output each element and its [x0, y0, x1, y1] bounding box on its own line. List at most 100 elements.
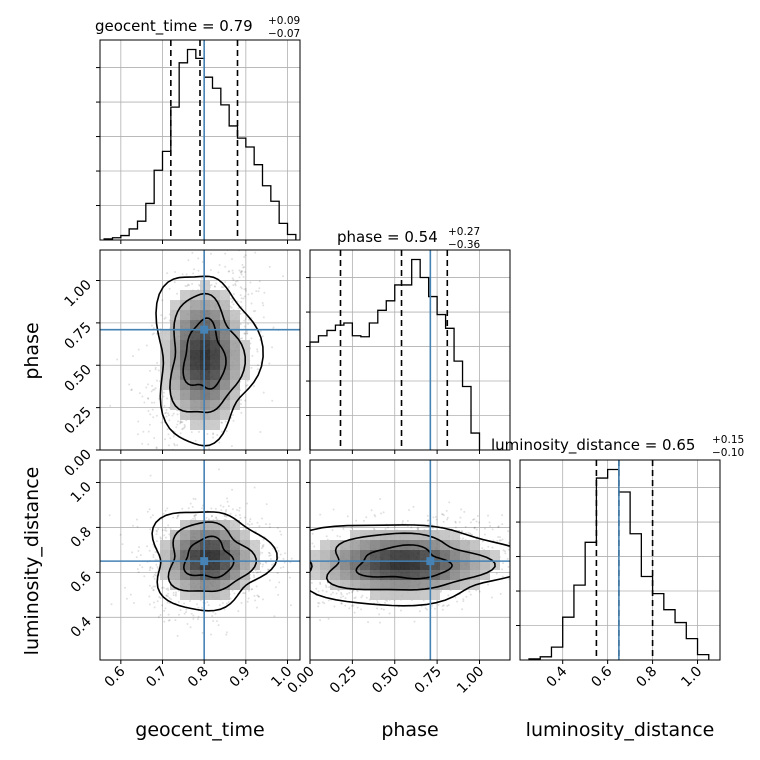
- density-cell: [210, 350, 220, 360]
- density-cell: [240, 580, 250, 590]
- sample-point: [208, 447, 211, 450]
- panel-frame: [309, 249, 511, 451]
- sample-point: [240, 411, 243, 414]
- panels-layer: 0.6 0.7 0.8 0.9 1.00.00 0.25 0.50 0.75 1.00 0.4 0.…: [61, 39, 721, 697]
- sample-point: [138, 392, 141, 395]
- density-cell: [170, 330, 180, 340]
- sample-point: [340, 602, 343, 605]
- density-cell: [230, 540, 240, 550]
- sample-point: [240, 601, 243, 604]
- density-cell: [200, 400, 210, 410]
- sample-point: [431, 527, 434, 530]
- sample-point: [512, 537, 514, 539]
- sample-point: [340, 596, 343, 599]
- density-cell: [250, 540, 260, 550]
- density-cell: [190, 530, 200, 540]
- sample-point: [193, 514, 196, 517]
- sample-point: [510, 556, 512, 558]
- sample-point: [310, 581, 313, 584]
- density-cell: [350, 570, 360, 580]
- sample-point: [248, 523, 251, 526]
- sample-point: [478, 521, 481, 524]
- sample-point: [231, 269, 234, 272]
- sample-point: [232, 303, 235, 306]
- sample-point: [154, 387, 157, 390]
- sample-point: [149, 567, 152, 570]
- sample-point: [243, 516, 246, 519]
- sample-point: [344, 597, 347, 600]
- sample-point: [230, 445, 233, 448]
- sample-point: [469, 533, 472, 536]
- sample-point: [227, 601, 230, 604]
- sample-point: [152, 575, 155, 578]
- sample-point: [155, 529, 158, 532]
- sample-point: [183, 426, 186, 429]
- sample-point: [237, 307, 240, 310]
- sample-point: [354, 596, 357, 599]
- sample-point: [110, 603, 113, 606]
- density-cell: [190, 320, 200, 330]
- density-cell: [220, 400, 230, 410]
- density-cell: [200, 320, 210, 330]
- sample-point: [461, 530, 464, 533]
- sample-point: [193, 268, 196, 271]
- sample-point: [243, 592, 246, 595]
- sample-point: [198, 430, 201, 433]
- sample-point: [238, 509, 241, 512]
- sample-point: [253, 594, 256, 597]
- ylabel-phase: phase: [21, 322, 43, 379]
- sample-point: [192, 617, 195, 620]
- sample-point: [439, 590, 442, 593]
- sample-point: [307, 559, 309, 561]
- sample-point: [165, 529, 168, 532]
- density-cell: [360, 530, 370, 540]
- density-cell: [230, 350, 240, 360]
- panel-frame: [99, 39, 301, 241]
- sample-point: [210, 515, 213, 518]
- sample-point: [228, 270, 231, 273]
- density-cell: [220, 560, 230, 570]
- density-cell: [450, 580, 460, 590]
- sample-point: [237, 610, 240, 613]
- sample-point: [210, 283, 213, 286]
- sample-point: [306, 578, 308, 580]
- sample-point: [355, 519, 358, 522]
- sample-point: [213, 285, 216, 288]
- density-cell: [450, 530, 460, 540]
- sample-point: [529, 558, 531, 560]
- sample-point: [432, 516, 435, 519]
- sample-point: [209, 269, 212, 272]
- sample-point: [153, 606, 156, 609]
- sample-point: [496, 540, 499, 543]
- sample-point: [426, 519, 429, 522]
- density-cell: [430, 550, 440, 560]
- sample-point: [337, 589, 340, 592]
- sample-point: [277, 630, 279, 632]
- sample-point: [167, 592, 170, 595]
- sample-point: [304, 556, 306, 558]
- sample-point: [223, 515, 226, 518]
- sample-point: [305, 596, 307, 598]
- sample-point: [304, 574, 306, 576]
- panel-content: [100, 250, 300, 475]
- sample-point: [179, 421, 182, 424]
- sample-point: [174, 271, 177, 274]
- sample-point: [234, 282, 237, 285]
- sample-point: [268, 265, 271, 268]
- sample-point: [340, 593, 343, 596]
- density-cell: [440, 530, 450, 540]
- sample-point: [511, 512, 513, 514]
- density-cell: [470, 540, 480, 550]
- sample-point: [526, 541, 528, 543]
- sample-point: [427, 519, 430, 522]
- sample-point: [181, 457, 183, 459]
- density-cell: [420, 580, 430, 590]
- sample-point: [336, 535, 339, 538]
- sample-point: [187, 454, 189, 456]
- sample-point: [259, 330, 262, 333]
- sample-point: [446, 518, 449, 521]
- sample-point: [222, 505, 225, 508]
- sample-point: [246, 600, 249, 603]
- sample-point: [269, 557, 272, 560]
- sample-point: [193, 473, 195, 475]
